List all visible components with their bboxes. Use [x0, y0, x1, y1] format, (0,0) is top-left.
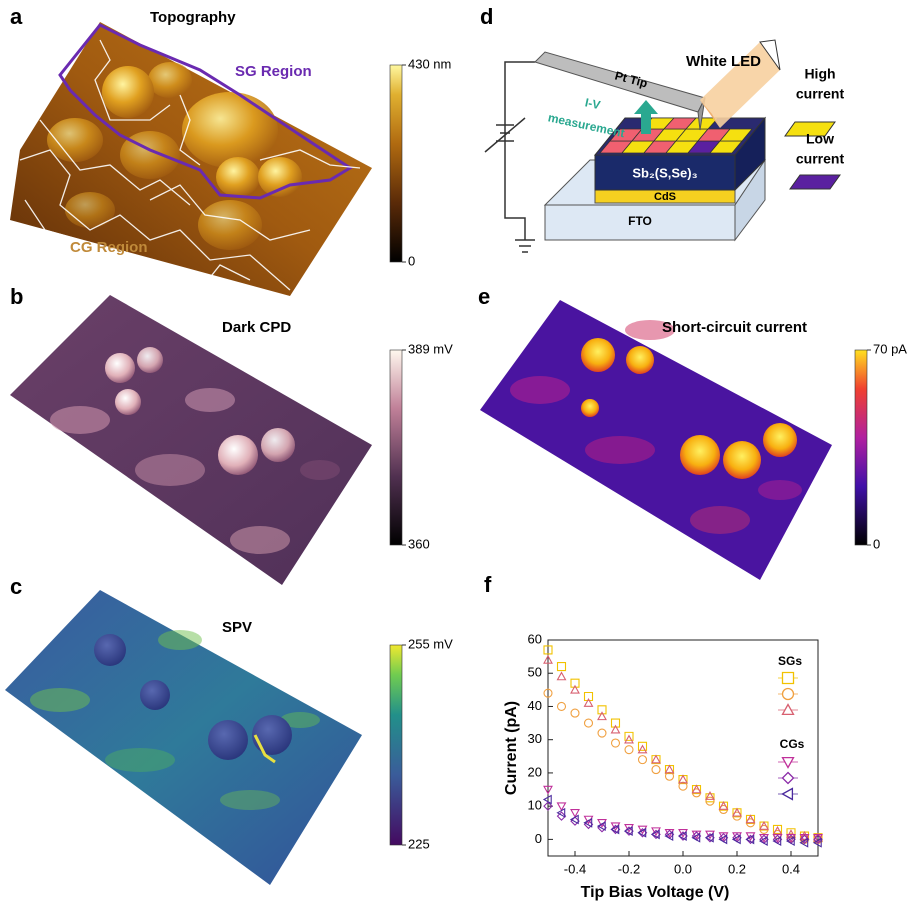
panel-title: SPV — [222, 619, 252, 636]
diagram-label: CdS — [654, 191, 676, 203]
legend-marker — [783, 673, 794, 684]
annotation: CG Region — [70, 239, 148, 256]
y-axis-label: Current (pA) — [503, 701, 520, 795]
y-tick-label: 50 — [528, 665, 542, 680]
legend-marker — [783, 705, 794, 715]
data-point — [571, 709, 579, 717]
panel-title: Short-circuit current — [662, 319, 807, 336]
x-tick-label: -0.2 — [618, 861, 640, 876]
panel-letter: a — [10, 4, 23, 29]
data-point — [598, 729, 606, 737]
x-tick-label: 0.2 — [728, 861, 746, 876]
colorbar-tick-label: 360 — [408, 536, 430, 551]
x-tick-label: 0.4 — [782, 861, 800, 876]
data-point — [612, 739, 620, 747]
panel-title: Topography — [150, 9, 236, 26]
data-point — [652, 756, 660, 763]
setup-diagram — [485, 40, 840, 252]
colorbar-tick-label: 0 — [408, 253, 415, 268]
data-point — [585, 719, 593, 727]
legend-marker — [783, 758, 794, 768]
data-point — [706, 797, 714, 805]
y-tick-label: 40 — [528, 698, 542, 713]
legend-marker — [783, 773, 794, 784]
legend-title: CGs — [780, 737, 805, 751]
data-point — [625, 746, 633, 754]
legend-marker — [783, 689, 794, 700]
colorbar-tick-label: 430 nm — [408, 56, 451, 71]
spv-map — [5, 590, 362, 885]
colorbar — [390, 350, 402, 545]
cpd-map — [10, 295, 372, 585]
data-point — [639, 756, 647, 764]
legend-title: SGs — [778, 654, 802, 668]
colorbar-tick-label: 0 — [873, 536, 880, 551]
data-point — [558, 663, 566, 671]
colorbar-tick-label: 225 — [408, 836, 430, 851]
topography-map — [10, 22, 372, 296]
data-point — [558, 673, 566, 680]
colorbar-tick-label: 255 mV — [408, 636, 453, 651]
annotation: SG Region — [235, 63, 312, 80]
colorbar-tick-label: 389 mV — [408, 341, 453, 356]
panel-letter: d — [480, 4, 493, 29]
colorbar — [390, 645, 402, 845]
panel-letter: b — [10, 284, 23, 309]
y-tick-label: 0 — [535, 831, 542, 846]
panel-letter: f — [484, 572, 492, 597]
diagram-label: White LED — [686, 53, 761, 70]
legend-marker — [783, 789, 793, 800]
figure: a Topography SG Region CG Region b Dark … — [0, 0, 909, 905]
legend-label: current — [796, 151, 845, 167]
data-point — [625, 736, 633, 743]
x-tick-label: 0.0 — [674, 861, 692, 876]
colorbar-tick-label: 70 pA — [873, 341, 907, 356]
panel-title: Dark CPD — [222, 319, 291, 336]
y-tick-label: 20 — [528, 764, 542, 779]
diagram-label: FTO — [628, 214, 652, 228]
x-axis-label: Tip Bias Voltage (V) — [581, 884, 730, 901]
colorbar — [855, 350, 867, 545]
panel-letter: c — [10, 574, 22, 599]
colorbar — [390, 65, 402, 262]
current-map — [480, 300, 832, 580]
y-tick-label: 30 — [528, 731, 542, 746]
data-point — [706, 792, 714, 799]
data-point — [639, 746, 647, 753]
diagram-label: I-V — [584, 95, 602, 112]
legend-label: current — [796, 86, 845, 102]
y-tick-label: 10 — [528, 798, 542, 813]
diagram-label: Sb₂(S,Se)₃ — [632, 165, 697, 180]
data-point — [652, 766, 660, 774]
y-tick-label: 60 — [528, 631, 542, 646]
legend-label: Low — [806, 131, 834, 147]
diagram-label: measurement — [547, 110, 626, 140]
data-point — [558, 702, 566, 710]
panel-letter: e — [478, 284, 490, 309]
x-tick-label: -0.4 — [564, 861, 586, 876]
legend-label: High — [804, 66, 835, 82]
